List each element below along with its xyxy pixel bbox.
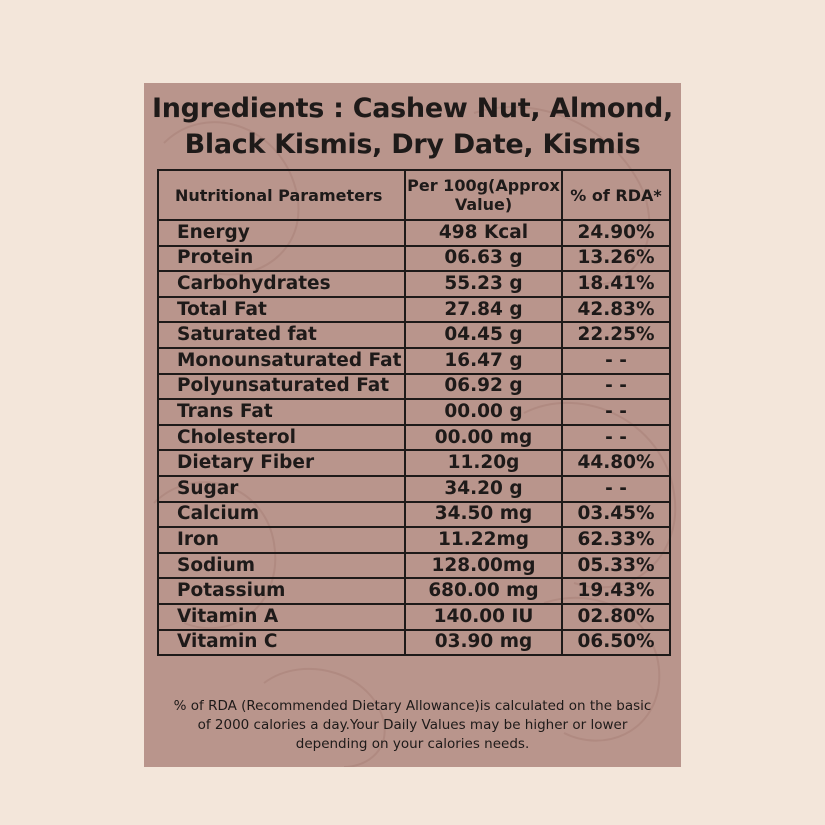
value-cell: 34.20 g: [404, 474, 563, 503]
ingredients-title: Ingredients : Cashew Nut, Almond, Black …: [144, 91, 681, 163]
parameter-cell: Sugar: [157, 474, 406, 503]
nutrition-panel: Ingredients : Cashew Nut, Almond, Black …: [144, 83, 681, 767]
value-cell: 55.23 g: [404, 270, 563, 298]
value-cell: 498 Kcal: [404, 219, 563, 247]
rda-cell: - -: [561, 346, 671, 375]
parameter-cell: Trans Fat: [157, 398, 406, 426]
table-row: Saturated fat 04.45 g 22.25%: [157, 321, 671, 349]
value-cell: 03.90 mg: [404, 628, 563, 657]
footnote-line-3: depending on your calories needs.: [295, 736, 530, 752]
value-cell: 128.00mg: [404, 551, 563, 580]
table-row: Carbohydrates 55.23 g 18.41%: [157, 270, 671, 298]
rda-cell: 42.83%: [561, 295, 671, 324]
parameter-cell: Vitamin A: [157, 602, 406, 631]
rda-cell: 62.33%: [561, 526, 671, 554]
value-cell: 34.50 mg: [404, 500, 563, 529]
parameter-cell: Energy: [157, 219, 406, 247]
value-cell: 680.00 mg: [404, 577, 563, 605]
rda-cell: 24.90%: [561, 219, 671, 247]
table-row: Monounsaturated Fat 16.47 g- -: [157, 346, 671, 375]
parameter-cell: Polyunsaturated Fat: [157, 372, 406, 401]
footnote-line-1: % of RDA (Recommended Dietary Allowance)…: [173, 698, 652, 714]
rda-cell: 18.41%: [561, 270, 671, 298]
parameter-cell: Potassium: [157, 577, 406, 605]
parameter-cell: Calcium: [157, 500, 406, 529]
table-row: Energy 498 Kcal 24.90%: [157, 219, 671, 247]
parameter-cell: Carbohydrates: [157, 270, 406, 298]
rda-cell: - -: [561, 474, 671, 503]
rda-cell: - -: [561, 423, 671, 452]
header-nutritional-parameters: Nutritional Parameters: [157, 169, 406, 221]
rda-cell: 03.45%: [561, 500, 671, 529]
value-cell: 06.92 g: [404, 372, 563, 401]
parameter-cell: Iron: [157, 526, 406, 554]
table-row: Calcium 34.50 mg 03.45%: [157, 500, 671, 529]
rda-cell: 06.50%: [561, 628, 671, 657]
value-cell: 00.00 g: [404, 398, 563, 426]
table-row: Vitamin C 03.90 mg 06.50%: [157, 628, 671, 657]
rda-cell: 44.80%: [561, 449, 671, 477]
rda-cell: 05.33%: [561, 551, 671, 580]
table-row: Protein 06.63 g 13.26%: [157, 244, 671, 273]
table-row: Iron 11.22mg 62.33%: [157, 526, 671, 554]
header-rda: % of RDA*: [561, 169, 671, 221]
ingredients-title-line-1: Ingredients : Cashew Nut, Almond,: [151, 93, 674, 124]
parameter-cell: Sodium: [157, 551, 406, 580]
value-cell: 11.20g: [404, 449, 563, 477]
table-row: Trans Fat 00.00 g- -: [157, 398, 671, 426]
rda-cell: 13.26%: [561, 244, 671, 273]
value-cell: 00.00 mg: [404, 423, 563, 452]
table-row: Potassium 680.00 mg 19.43%: [157, 577, 671, 605]
table-row: Dietary Fiber 11.20g 44.80%: [157, 449, 671, 477]
table-row: Polyunsaturated Fat 06.92 g- -: [157, 372, 671, 401]
parameter-cell: Cholesterol: [157, 423, 406, 452]
parameter-cell: Vitamin C: [157, 628, 406, 657]
parameter-cell: Dietary Fiber: [157, 449, 406, 477]
ingredients-title-line-2: Black Kismis, Dry Date, Kismis: [184, 129, 641, 160]
value-cell: 06.63 g: [404, 244, 563, 273]
rda-cell: - -: [561, 372, 671, 401]
table-row: Sugar 34.20 g- -: [157, 474, 671, 503]
rda-footnote: % of RDA (Recommended Dietary Allowance)…: [144, 697, 681, 754]
value-cell: 11.22mg: [404, 526, 563, 554]
table-row: Sodium 128.00mg 05.33%: [157, 551, 671, 580]
parameter-cell: Monounsaturated Fat: [157, 346, 406, 375]
table-row: Vitamin A 140.00 IU 02.80%: [157, 602, 671, 631]
value-cell: 04.45 g: [404, 321, 563, 349]
header-per-100g: Per 100g(Approx Value): [404, 169, 563, 221]
parameter-cell: Total Fat: [157, 295, 406, 324]
value-cell: 140.00 IU: [404, 602, 563, 631]
parameter-cell: Saturated fat: [157, 321, 406, 349]
footnote-line-2: of 2000 calories a day.Your Daily Values…: [197, 717, 628, 733]
table-row: Total Fat 27.84 g 42.83%: [157, 295, 671, 324]
rda-cell: 19.43%: [561, 577, 671, 605]
value-cell: 16.47 g: [404, 346, 563, 375]
parameter-cell: Protein: [157, 244, 406, 273]
rda-cell: 22.25%: [561, 321, 671, 349]
nutrition-table: Nutritional Parameters Per 100g(Approx V…: [157, 169, 671, 657]
table-header-row: Nutritional Parameters Per 100g(Approx V…: [157, 169, 671, 221]
value-cell: 27.84 g: [404, 295, 563, 324]
table-row: Cholesterol 00.00 mg - -: [157, 423, 671, 452]
rda-cell: - -: [561, 398, 671, 426]
rda-cell: 02.80%: [561, 602, 671, 631]
